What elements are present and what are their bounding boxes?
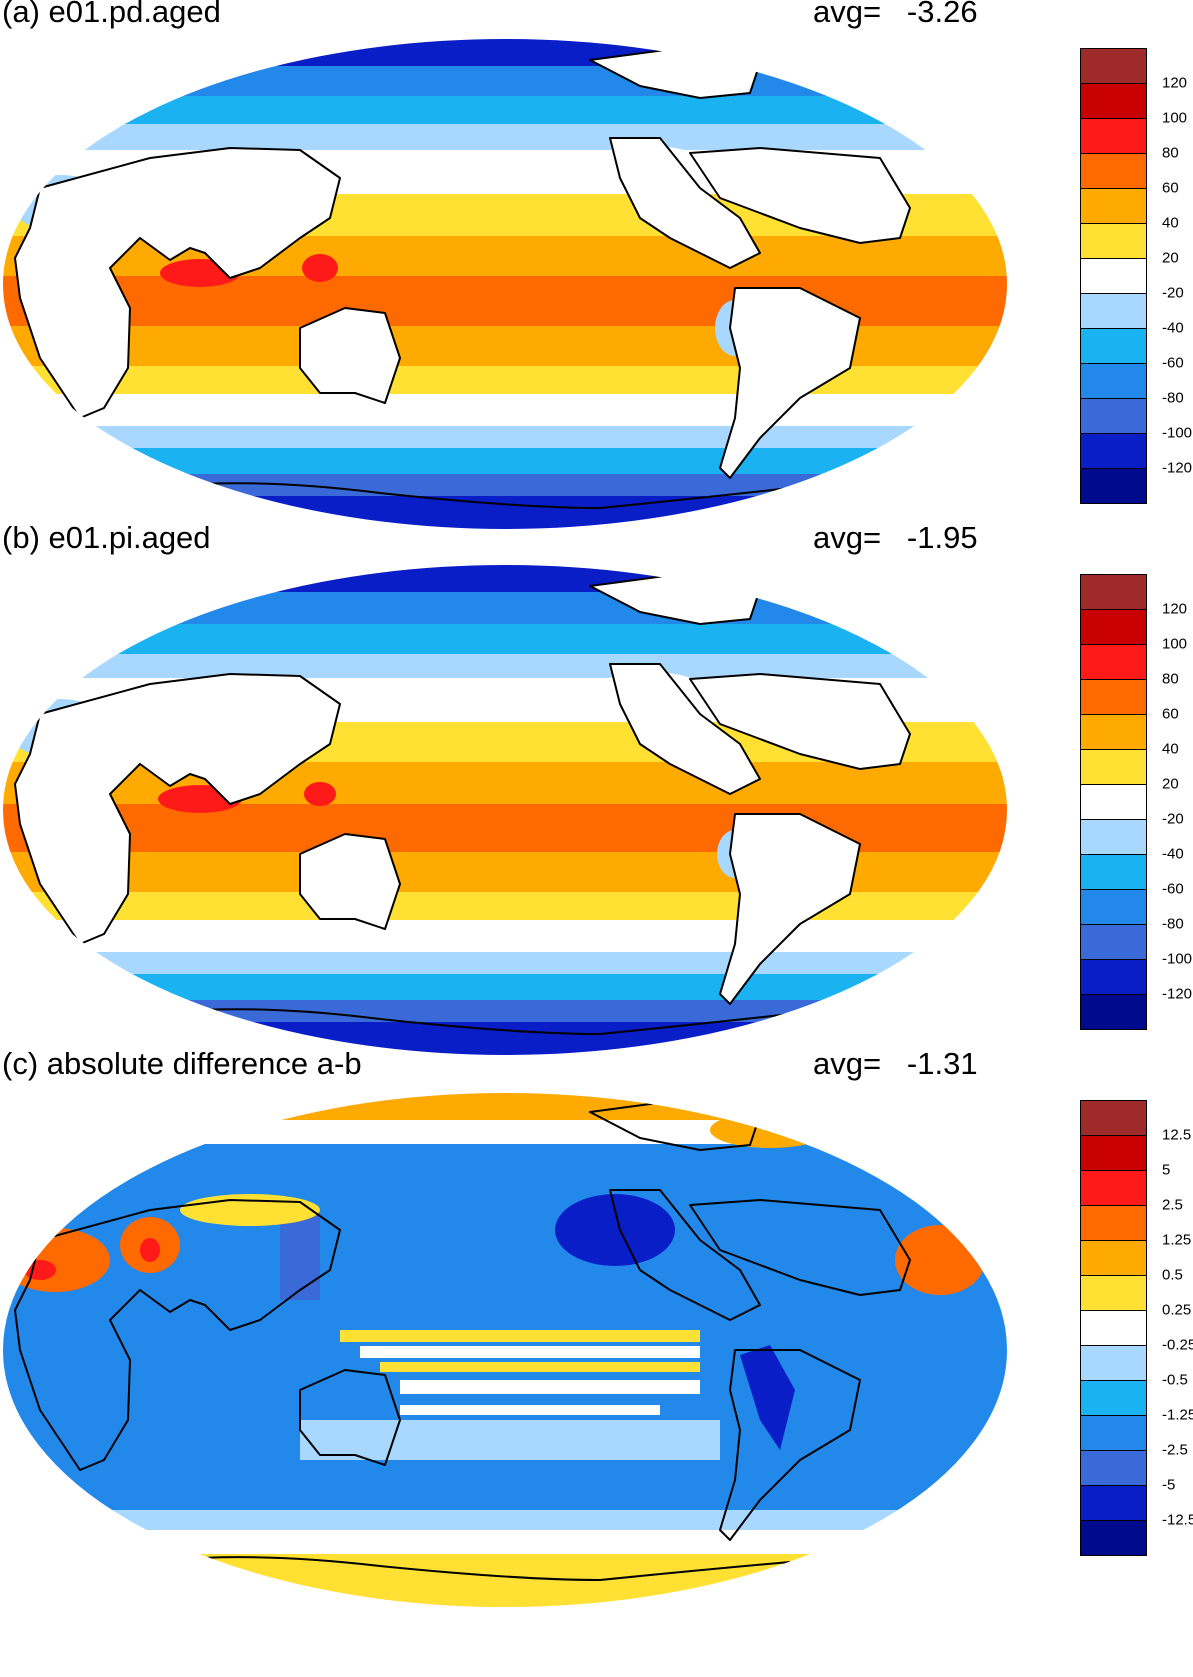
world-map: [1, 38, 1009, 530]
colorbar-label: 120: [1162, 74, 1188, 92]
colorbar-label: 100: [1162, 109, 1188, 127]
colorbar-label: -80: [1162, 389, 1184, 407]
panel-average: avg= -3.26: [813, 0, 978, 29]
colorbar-label: -20: [1162, 284, 1184, 302]
colorbar-swatch: [1080, 1240, 1147, 1276]
panel-average: avg= -1.31: [813, 1046, 978, 1081]
world-map: [1, 564, 1009, 1056]
colorbar-swatch: [1080, 293, 1147, 329]
colorbar-swatch: [1080, 223, 1147, 259]
colorbar-swatch: [1080, 1520, 1147, 1556]
colorbar-swatch: [1080, 924, 1147, 960]
colorbar-swatch: [1080, 1275, 1147, 1311]
colorbar-swatch: [1080, 749, 1147, 785]
colorbar-label: -12.5: [1162, 1511, 1193, 1529]
colorbar-swatch: [1080, 1450, 1147, 1486]
colorbar-label: 60: [1162, 705, 1179, 723]
colorbar-swatch: [1080, 48, 1147, 84]
colorbar-swatch: [1080, 328, 1147, 364]
colorbar-label: -5: [1162, 1476, 1176, 1494]
colorbar-swatch: [1080, 1135, 1147, 1171]
colorbar-swatch: [1080, 644, 1147, 680]
colorbar-label: 20: [1162, 775, 1179, 793]
colorbar-swatch: [1080, 889, 1147, 925]
colorbar-label: -0.25: [1162, 1336, 1193, 1354]
colorbar-label: 40: [1162, 740, 1179, 758]
colorbar-swatch: [1080, 258, 1147, 294]
colorbar-label: 0.5: [1162, 1266, 1183, 1284]
colorbar-label: 1.25: [1162, 1231, 1192, 1249]
colorbar-swatch: [1080, 574, 1147, 610]
colorbar-swatch: [1080, 188, 1147, 224]
panel-title: (b) e01.pi.aged: [2, 520, 211, 555]
colorbar-swatch: [1080, 118, 1147, 154]
colorbar-swatch: [1080, 153, 1147, 189]
world-map: [1, 1091, 1009, 1609]
colorbar-swatch: [1080, 1205, 1147, 1241]
colorbar-label: 80: [1162, 670, 1179, 688]
colorbar-label: -60: [1162, 354, 1184, 372]
colorbar-swatch: [1080, 679, 1147, 715]
colorbar-swatch: [1080, 1415, 1147, 1451]
colorbar-swatch: [1080, 714, 1147, 750]
colorbar-label: -120: [1162, 985, 1193, 1003]
colorbar-label: 100: [1162, 635, 1188, 653]
colorbar-label: -100: [1162, 424, 1193, 442]
colorbar-swatch: [1080, 398, 1147, 434]
colorbar-label: -40: [1162, 319, 1184, 337]
colorbar-label: 80: [1162, 144, 1179, 162]
colorbar-swatch: [1080, 784, 1147, 820]
colorbar-label: -2.5: [1162, 1441, 1188, 1459]
colorbar-label: -80: [1162, 915, 1184, 933]
colorbar-swatch: [1080, 959, 1147, 995]
colorbar-swatch: [1080, 994, 1147, 1030]
colorbar-label: -20: [1162, 810, 1184, 828]
colorbar-label: -1.25: [1162, 1406, 1193, 1424]
colorbar-swatch: [1080, 1380, 1147, 1416]
colorbar-label: -120: [1162, 459, 1193, 477]
colorbar-swatch: [1080, 1100, 1147, 1136]
colorbar-swatch: [1080, 1310, 1147, 1346]
colorbar-swatch: [1080, 1170, 1147, 1206]
colorbar-swatch: [1080, 363, 1147, 399]
colorbar-label: 0.25: [1162, 1301, 1192, 1319]
colorbar-swatch: [1080, 1485, 1147, 1521]
colorbar-swatch: [1080, 1345, 1147, 1381]
colorbar-label: -60: [1162, 880, 1184, 898]
colorbar-label: -0.5: [1162, 1371, 1188, 1389]
panel-average: avg= -1.95: [813, 520, 978, 555]
colorbar-label: -40: [1162, 845, 1184, 863]
colorbar-label: 20: [1162, 249, 1179, 267]
colorbar-swatch: [1080, 83, 1147, 119]
colorbar-swatch: [1080, 433, 1147, 469]
colorbar-swatch: [1080, 609, 1147, 645]
colorbar-swatch: [1080, 468, 1147, 504]
colorbar-label: 12.5: [1162, 1126, 1192, 1144]
colorbar-label: 2.5: [1162, 1196, 1183, 1214]
colorbar-label: 60: [1162, 179, 1179, 197]
colorbar-label: 120: [1162, 600, 1188, 618]
panel-title: (c) absolute difference a-b: [2, 1046, 362, 1081]
colorbar-label: -100: [1162, 950, 1193, 968]
colorbar-swatch: [1080, 819, 1147, 855]
colorbar-label: 40: [1162, 214, 1179, 232]
colorbar-swatch: [1080, 854, 1147, 890]
colorbar-label: 5: [1162, 1161, 1171, 1179]
panel-title: (a) e01.pd.aged: [2, 0, 221, 29]
